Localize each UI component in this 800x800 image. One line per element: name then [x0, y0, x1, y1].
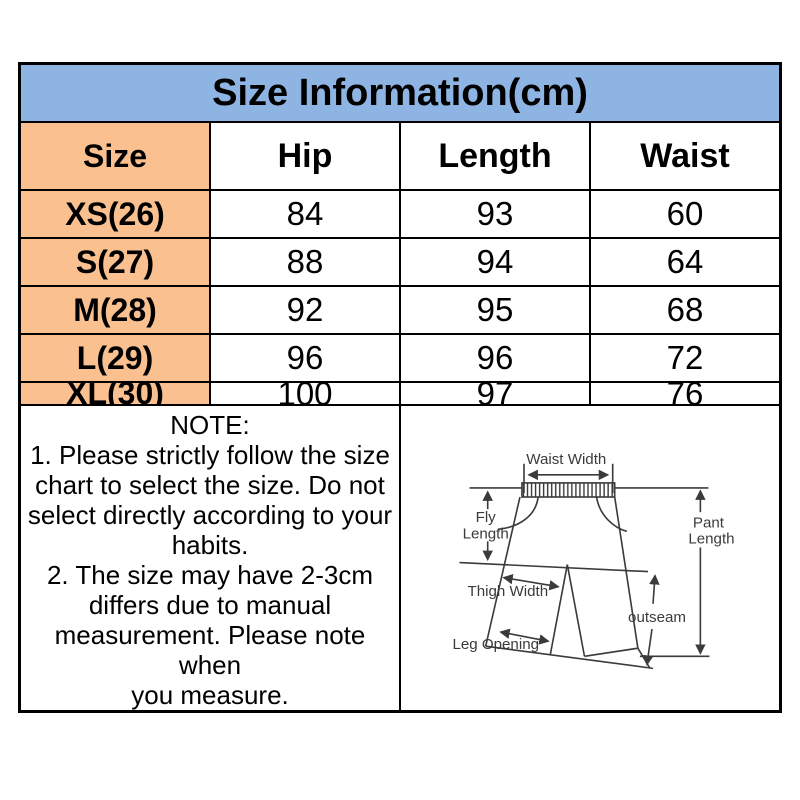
diagram-labels: Waist Width Fly Length Pant Length Thigh… — [452, 451, 734, 653]
note-line: 2. The size may have 2-3cm — [46, 560, 374, 590]
outseam-label: outseam — [628, 609, 686, 626]
note-line: chart to select the size. Do not — [35, 470, 385, 500]
row-s-length: 94 — [401, 239, 591, 287]
outseam-arrow-down — [643, 628, 654, 666]
row-s-waist: 64 — [591, 239, 779, 287]
left-inner-seam — [549, 564, 569, 656]
thigh-width-label: Thigh Width — [468, 583, 549, 600]
waistband — [521, 482, 616, 498]
row-s-hip: 88 — [211, 239, 401, 287]
row-l-length: 96 — [401, 335, 591, 383]
table-title: Size Information(cm) — [21, 65, 779, 123]
column-header-waist: Waist — [591, 123, 779, 191]
row-l-size-label: L(29) — [21, 335, 211, 383]
note-line: habits. — [171, 530, 249, 560]
fly-length-label-line1: Fly — [476, 509, 497, 526]
note-line: you measure. — [131, 680, 289, 710]
row-xs-hip: 84 — [211, 191, 401, 239]
hem-extension-line — [485, 645, 654, 670]
row-m-size-label: M(28) — [21, 287, 211, 335]
column-header-length: Length — [401, 123, 591, 191]
leg-opening-label: Leg Opening — [452, 636, 539, 653]
waist-width-label: Waist Width — [526, 451, 606, 468]
right-pocket-curve — [595, 496, 628, 533]
row-s-size-label: S(27) — [21, 239, 211, 287]
row-xl-waist: 76 — [591, 383, 779, 406]
note-line: measurement. Please note when — [54, 620, 366, 680]
table-title-text: Size Information(cm) — [212, 71, 588, 114]
left-pocket-curve — [497, 496, 539, 531]
row-xs-waist: 60 — [591, 191, 779, 239]
row-l-waist: 72 — [591, 335, 779, 383]
fly-length-label-line2: Length — [463, 525, 509, 542]
note-line: NOTE: — [170, 410, 250, 440]
thigh-width-arrow — [502, 573, 560, 591]
left-outer-seam — [484, 496, 521, 647]
pant-length-label-line1: Pant — [693, 514, 725, 531]
row-xl-length: 97 — [401, 383, 591, 406]
shorts-outline — [459, 463, 710, 670]
crotch-reference-line — [459, 561, 648, 573]
row-xl-size-label: XL(30) — [21, 383, 211, 406]
row-m-hip: 92 — [211, 287, 401, 335]
row-xl-hip: 100 — [211, 383, 401, 406]
row-l-hip: 96 — [211, 335, 401, 383]
column-header-size: Size — [21, 123, 211, 191]
shorts-diagram-svg: Waist Width Fly Length Pant Length Thigh… — [452, 451, 735, 670]
note-section: NOTE: 1. Please strictly follow the size… — [21, 406, 401, 710]
right-outer-seam — [613, 496, 639, 649]
right-hem — [584, 647, 639, 658]
shorts-measurement-diagram: Waist Width Fly Length Pant Length Thigh… — [401, 406, 779, 710]
row-xs-length: 93 — [401, 191, 591, 239]
note-line: select directly according to your — [27, 500, 393, 530]
leg-opening-arrow — [499, 628, 550, 645]
row-m-waist: 68 — [591, 287, 779, 335]
pant-length-label-line2: Length — [688, 530, 734, 547]
outseam-arrow-up — [649, 574, 660, 604]
row-xs-size-label: XS(26) — [21, 191, 211, 239]
row-m-length: 95 — [401, 287, 591, 335]
right-inner-seam — [566, 564, 586, 657]
note-line: 1. Please strictly follow the size — [30, 440, 390, 470]
size-chart-table: Size Information(cm) Size Hip Length Wai… — [18, 62, 782, 713]
column-header-hip: Hip — [211, 123, 401, 191]
note-line: differs due to manual — [88, 590, 332, 620]
